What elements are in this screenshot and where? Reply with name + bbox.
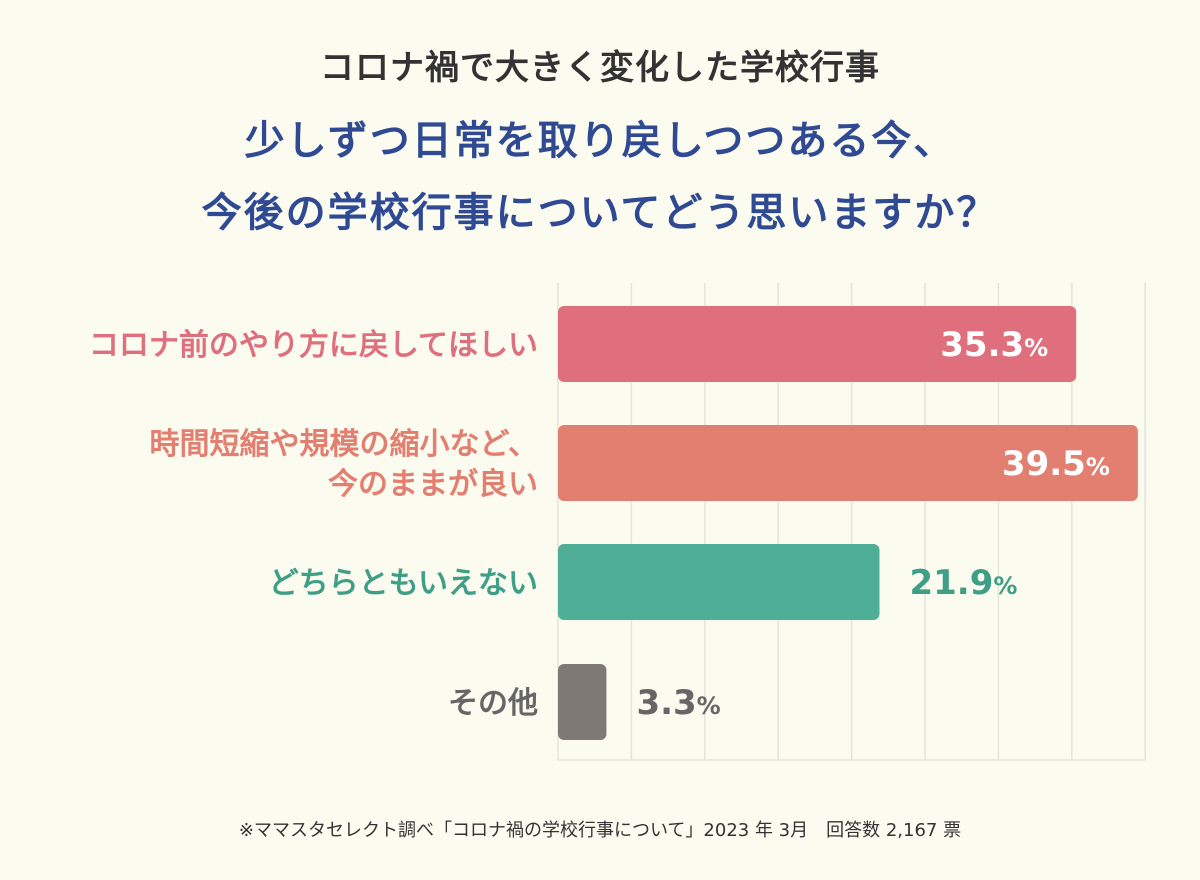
value-number: 35.3: [940, 325, 1024, 365]
bar-2: [558, 425, 1138, 501]
category-label: どちらともいえない: [269, 566, 538, 601]
category-label: 今のままが良い: [328, 467, 538, 502]
value-label: 3.3%: [636, 683, 720, 723]
value-label: 21.9%: [909, 563, 1017, 603]
category-label: その他: [448, 686, 538, 721]
bar-1: [558, 306, 1077, 382]
source-footnote: ※ママスタセレクト調べ「コロナ禍の学校行事について」2023 年 3月 回答数 …: [238, 820, 962, 841]
value-number: 39.5: [1002, 444, 1086, 484]
category-label: 時間短縮や規模の縮小など、: [150, 427, 539, 462]
chart-title-line-1: 少しずつ日常を取り戻しつつある今、: [244, 118, 956, 164]
value-label: 35.3%: [940, 325, 1048, 365]
value-label: 39.5%: [1002, 444, 1110, 484]
bar-4: [558, 664, 607, 740]
category-label: コロナ前のやり方に戻してほしい: [89, 328, 538, 363]
value-number: 21.9: [909, 563, 993, 603]
value-unit: %: [1024, 334, 1048, 362]
chart-title-line-2: 今後の学校行事についてどう思いますか？: [201, 190, 999, 236]
chart-supertitle: コロナ禍で大きく変化した学校行事: [320, 48, 880, 88]
bar-3: [558, 544, 880, 620]
value-number: 3.3: [636, 683, 696, 723]
value-unit: %: [1086, 453, 1110, 481]
value-unit: %: [993, 572, 1017, 600]
value-unit: %: [697, 692, 721, 720]
